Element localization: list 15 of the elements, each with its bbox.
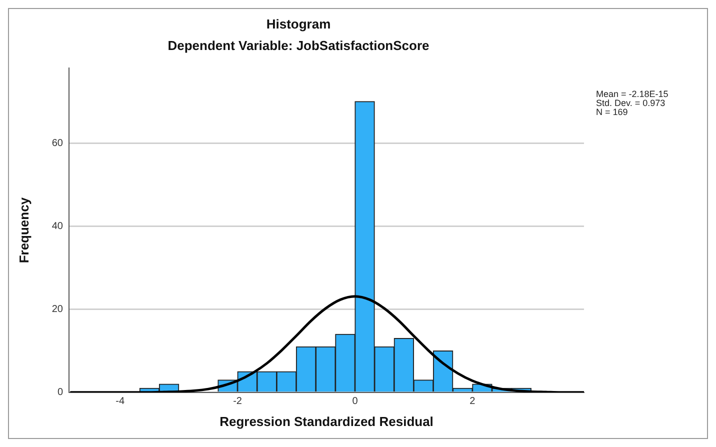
chart-subtitle: Dependent Variable: JobSatisfactionScore [168, 38, 430, 53]
text: Std. Dev. = 0.973 [596, 98, 666, 108]
x-tick-label: -2 [233, 396, 242, 408]
y-tick-label: 40 [52, 220, 64, 232]
y-tick-label: 0 [57, 387, 64, 398]
x-axis-title: Regression Standardized Residual [220, 414, 434, 429]
chart-title: Histogram [266, 16, 331, 32]
y-tick-label: 20 [52, 304, 64, 316]
text: Mean = -2.18E-15 [596, 89, 668, 100]
text: N = 169 [596, 107, 628, 118]
x-tick-label: -4 [116, 396, 125, 408]
x-tick-label: 2 [470, 396, 476, 408]
y-tick-label: 60 [52, 138, 64, 149]
x-tick-label: 0 [352, 396, 358, 408]
y-axis-title: Frequency [16, 196, 32, 264]
